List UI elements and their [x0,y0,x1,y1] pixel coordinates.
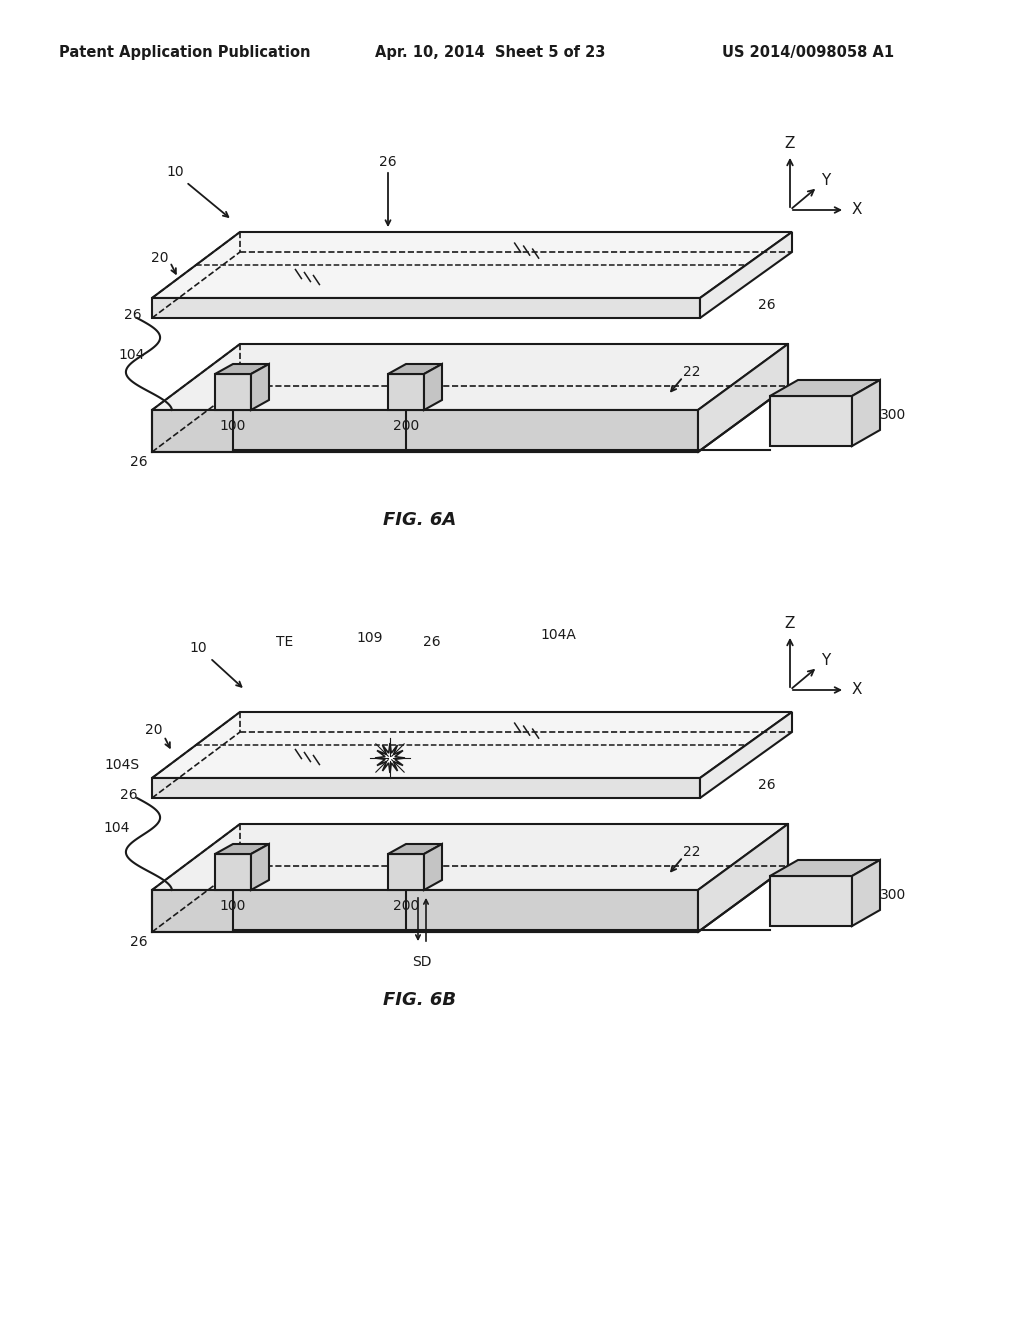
Text: 200: 200 [393,899,419,913]
Polygon shape [152,824,788,890]
Text: Z: Z [784,615,796,631]
Polygon shape [375,743,406,774]
Text: Apr. 10, 2014  Sheet 5 of 23: Apr. 10, 2014 Sheet 5 of 23 [375,45,605,59]
Polygon shape [251,364,269,411]
Text: 20: 20 [144,723,162,737]
Text: US 2014/0098058 A1: US 2014/0098058 A1 [722,45,894,59]
Text: 26: 26 [379,154,397,169]
Polygon shape [152,890,698,932]
Polygon shape [852,380,880,446]
Text: X: X [852,202,862,218]
Polygon shape [152,298,700,318]
Polygon shape [215,843,269,854]
Text: 10: 10 [166,165,184,180]
Polygon shape [424,843,442,890]
Polygon shape [698,824,788,932]
Polygon shape [770,861,880,876]
Polygon shape [388,374,424,411]
Text: 109: 109 [356,631,383,645]
Text: 300: 300 [880,408,906,422]
Text: 26: 26 [423,635,440,649]
Polygon shape [700,711,792,799]
Polygon shape [698,345,788,451]
Polygon shape [700,232,792,318]
Text: 100: 100 [220,418,246,433]
Text: SD: SD [413,954,432,969]
Text: 26: 26 [130,455,148,469]
Text: Patent Application Publication: Patent Application Publication [59,45,310,59]
Polygon shape [852,861,880,927]
Text: FIG. 6B: FIG. 6B [383,991,457,1008]
Text: 10: 10 [189,642,207,655]
Polygon shape [152,777,700,799]
Text: Z: Z [784,136,796,150]
Text: 26: 26 [124,308,142,322]
Text: FIG. 6A: FIG. 6A [383,511,457,529]
Text: X: X [852,682,862,697]
Text: 300: 300 [880,888,906,902]
Text: Y: Y [821,173,830,189]
Polygon shape [388,364,442,374]
Polygon shape [215,364,269,374]
Polygon shape [152,411,698,451]
Text: 104: 104 [103,821,130,836]
Text: 104A: 104A [540,628,575,642]
Polygon shape [770,396,852,446]
Polygon shape [770,876,852,927]
Polygon shape [152,711,792,777]
Text: 26: 26 [758,298,775,312]
Polygon shape [770,380,880,396]
Polygon shape [215,374,251,411]
Polygon shape [388,854,424,890]
Text: 22: 22 [683,845,700,859]
Text: 20: 20 [151,251,168,265]
Text: 26: 26 [121,788,138,803]
Text: 200: 200 [393,418,419,433]
Polygon shape [388,843,442,854]
Text: 22: 22 [683,366,700,379]
Polygon shape [152,232,792,298]
Text: 26: 26 [758,777,775,792]
Polygon shape [152,345,788,411]
Text: Y: Y [821,653,830,668]
Text: 104: 104 [119,348,145,362]
Polygon shape [215,854,251,890]
Text: 104S: 104S [104,758,140,772]
Text: TE: TE [276,635,294,649]
Polygon shape [251,843,269,890]
Text: 100: 100 [220,899,246,913]
Polygon shape [424,364,442,411]
Text: 26: 26 [130,935,148,949]
